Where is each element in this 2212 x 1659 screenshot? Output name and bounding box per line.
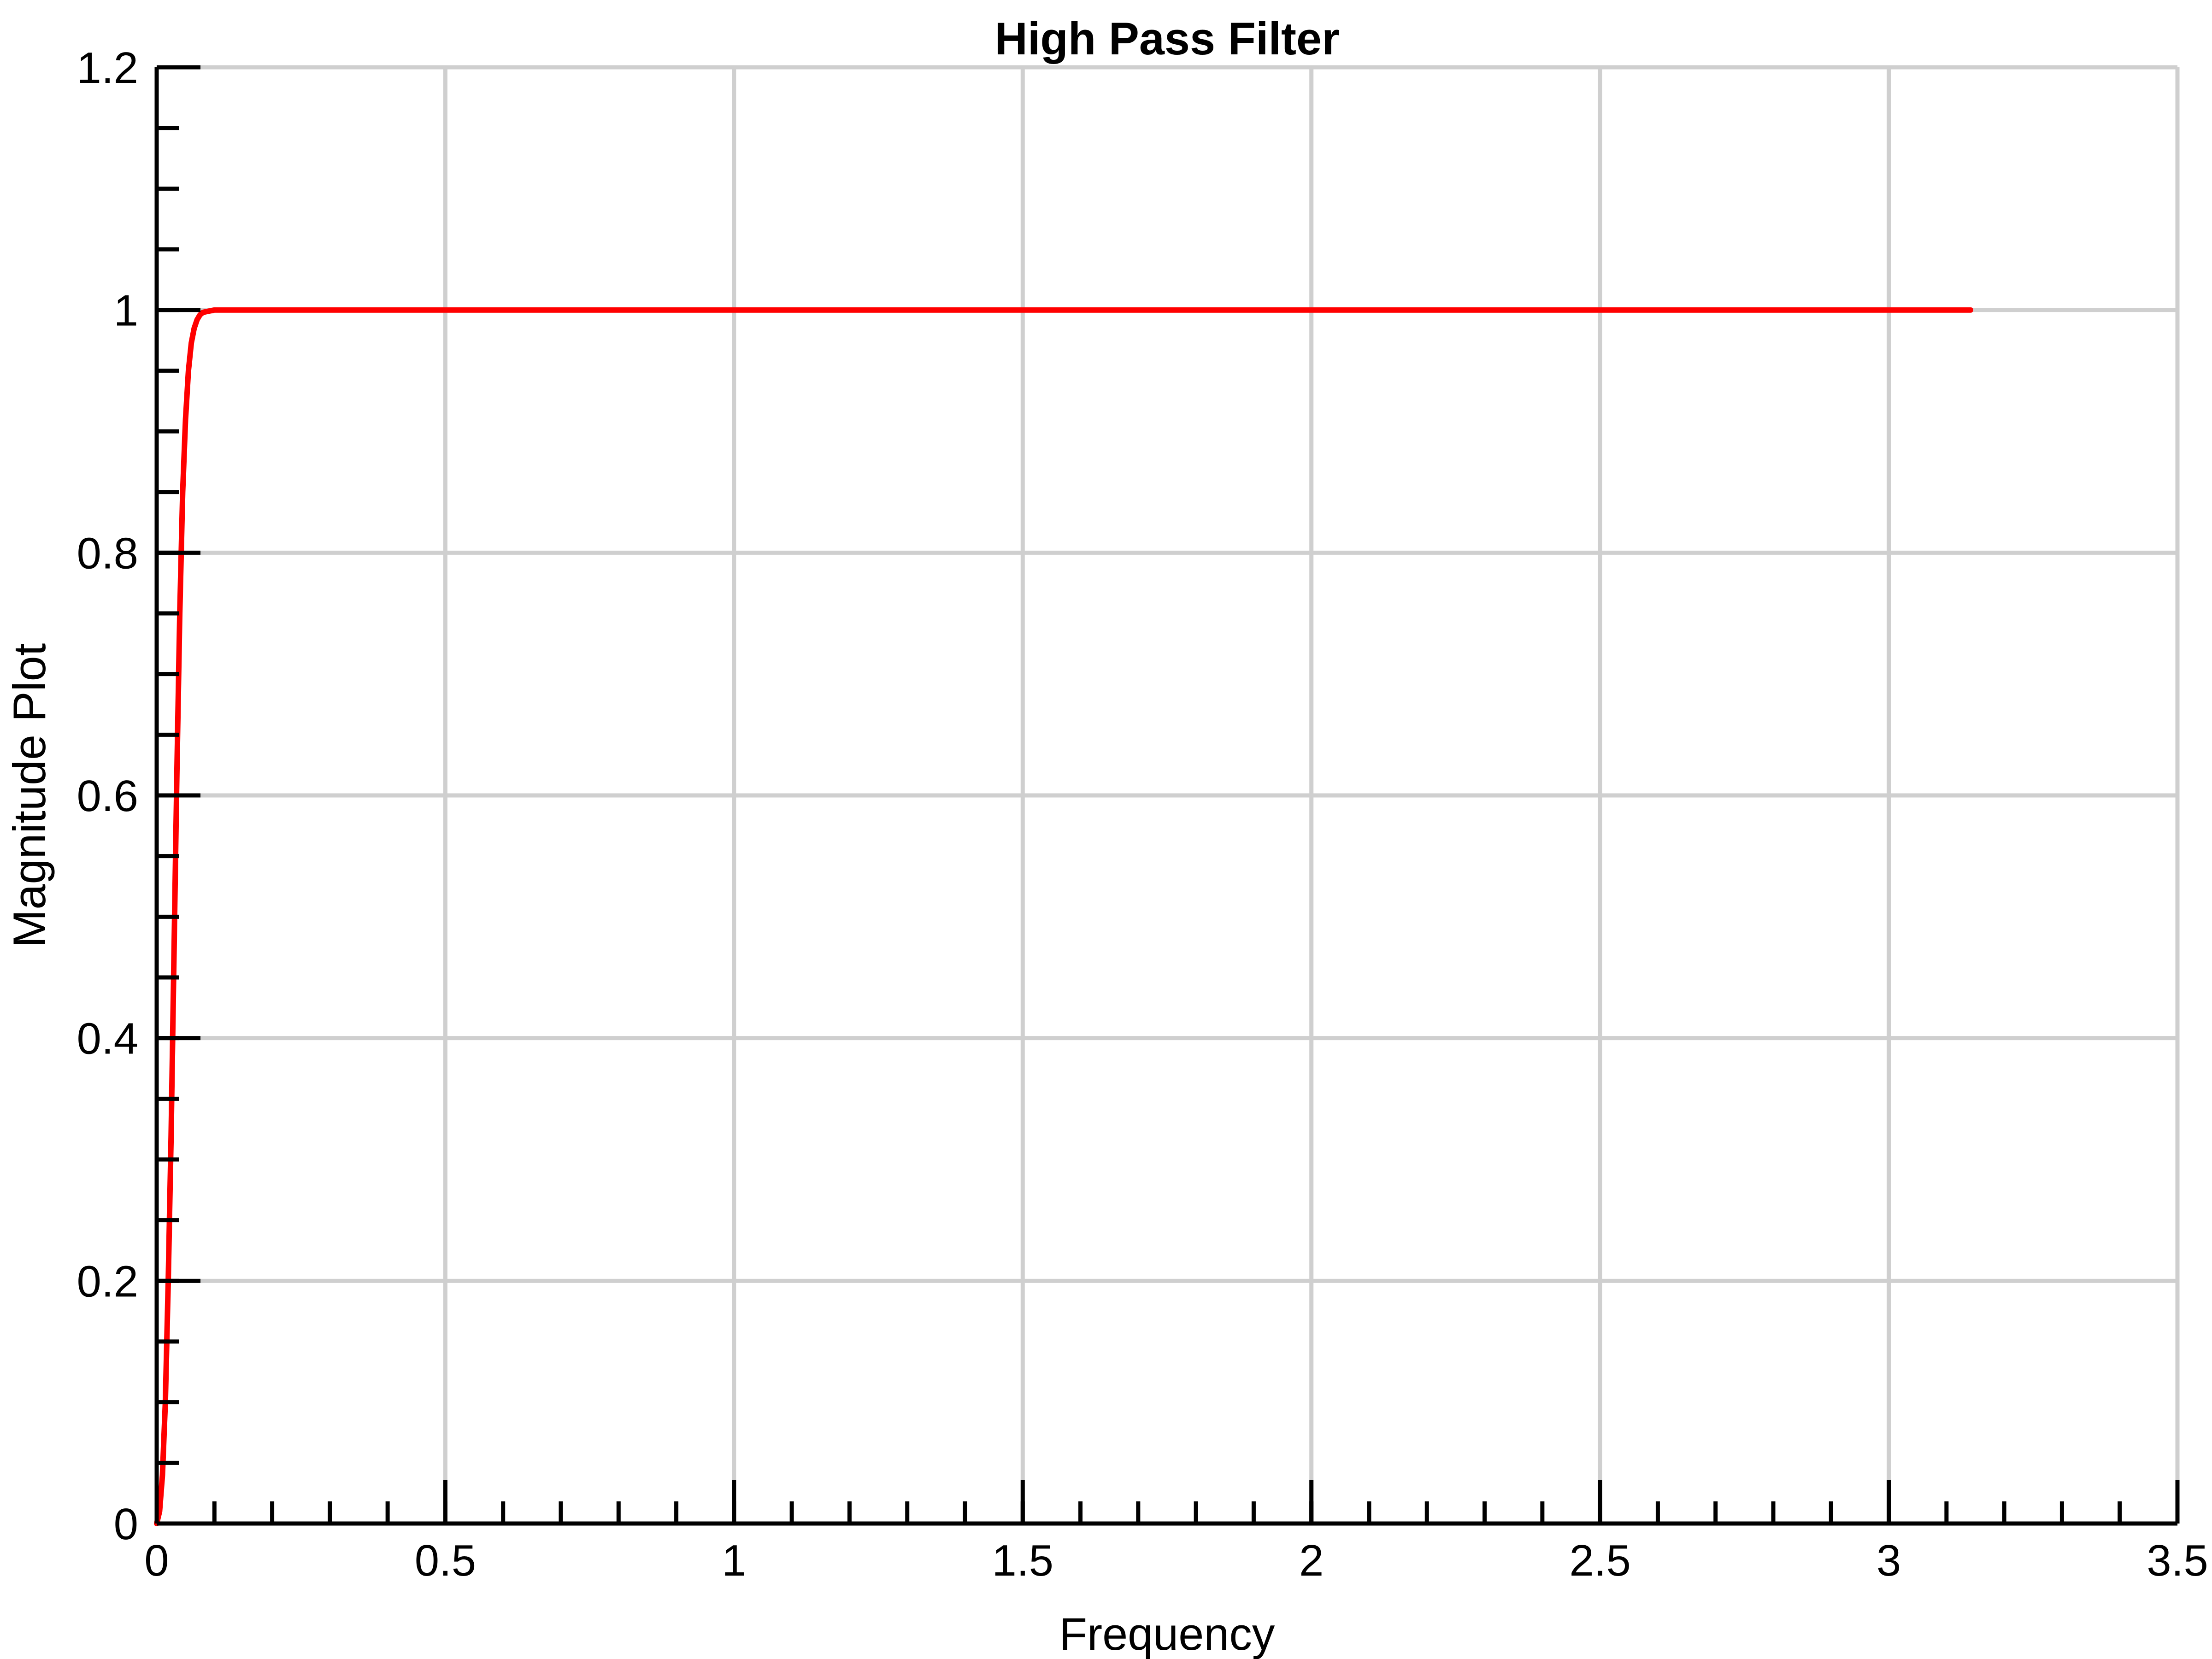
x-tick-label-7: 3.5: [2147, 1536, 2208, 1585]
x-tick-label-4: 2: [1299, 1536, 1324, 1585]
x-tick-label-2: 1: [722, 1536, 746, 1585]
y-tick-label-1: 0.2: [77, 1257, 138, 1306]
y-tick-label-5: 1: [114, 286, 138, 335]
y-tick-label-0: 0: [114, 1500, 138, 1549]
y-tick-label-3: 0.6: [77, 771, 138, 821]
y-ticks: 0 0.2 0.4 0.6 0.8 1 1.2: [77, 43, 200, 1549]
x-axis-label: Frequency: [1059, 1608, 1275, 1659]
series-layer: [154, 307, 1973, 1526]
x-tick-label-0: 0: [144, 1536, 169, 1585]
chart-title: High Pass Filter: [994, 13, 1339, 64]
y-tick-label-2: 0.4: [77, 1014, 138, 1064]
x-tick-label-6: 3: [1877, 1536, 1901, 1585]
x-ticks: 0 0.5 1 1.5 2 2.5 3 3.5: [144, 1480, 2208, 1585]
x-tick-label-5: 2.5: [1569, 1536, 1630, 1585]
y-axis-label: Magnitude Plot: [4, 643, 55, 947]
y-tick-label-6: 1.2: [77, 43, 138, 93]
series-line-0: [154, 307, 1973, 1526]
grid: [157, 65, 2180, 1524]
y-tick-label-4: 0.8: [77, 529, 138, 578]
x-tick-label-3: 1.5: [992, 1536, 1053, 1585]
x-tick-label-1: 0.5: [415, 1536, 476, 1585]
